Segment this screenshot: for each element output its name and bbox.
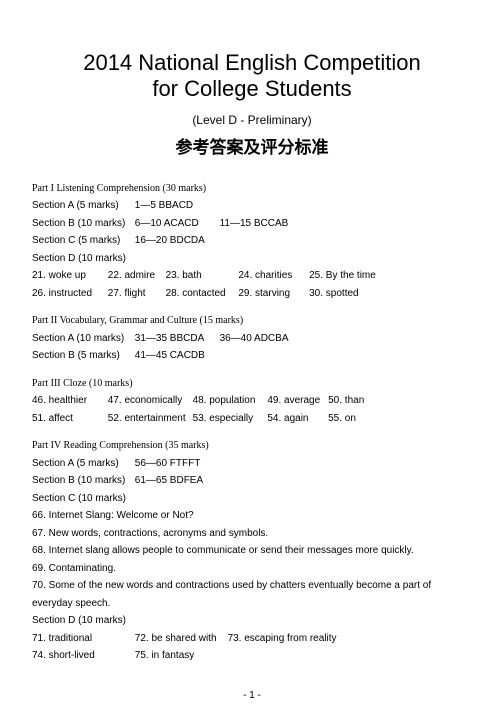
part-1-heading: Part I Listening Comprehension (30 marks… xyxy=(32,180,472,198)
part-2: Part II Vocabulary, Grammar and Culture … xyxy=(32,312,472,365)
part-3-heading: Part III Cloze (10 marks) xyxy=(32,375,472,393)
ans-26: 26. instructed xyxy=(32,285,105,303)
p4-secB-ans: 61—65 BDFEA xyxy=(135,475,203,486)
p2-secA-label: Section A (10 marks) xyxy=(32,330,132,348)
page-number: - 1 - xyxy=(0,690,504,701)
ans-49: 49. average xyxy=(267,392,325,410)
ans-23: 23. bath xyxy=(166,267,236,285)
p4-secD-label: Section D (10 marks) xyxy=(32,612,472,630)
title-line-1: 2014 National English Competition xyxy=(32,50,472,76)
ans-25: 25. By the time xyxy=(309,270,376,281)
ans-70: 70. Some of the new words and contractio… xyxy=(32,577,472,612)
p2-secB-label: Section B (5 marks) xyxy=(32,347,132,365)
p1-secC-label: Section C (5 marks) xyxy=(32,232,132,250)
subtitle-cn: 参考答案及评分标准 xyxy=(32,133,472,158)
page: 2014 National English Competition for Co… xyxy=(0,0,504,713)
ans-52: 52. entertainment xyxy=(108,410,190,428)
ans-24: 24. charities xyxy=(238,267,306,285)
part-2-heading: Part II Vocabulary, Grammar and Culture … xyxy=(32,312,472,330)
p1-secA-label: Section A (5 marks) xyxy=(32,197,132,215)
p4-secA-ans: 56—60 FTFFT xyxy=(135,458,201,469)
ans-55: 55. on xyxy=(328,413,356,424)
ans-72: 72. be shared with xyxy=(135,630,225,648)
ans-69: 69. Contaminating. xyxy=(32,560,472,578)
ans-73: 73. escaping from reality xyxy=(228,633,337,644)
part-4: Part IV Reading Comprehension (35 marks)… xyxy=(32,437,472,665)
ans-30: 30. spotted xyxy=(309,288,358,299)
ans-21: 21. woke up xyxy=(32,267,105,285)
ans-29: 29. starving xyxy=(238,285,306,303)
ans-68: 68. Internet slang allows people to comm… xyxy=(32,542,472,560)
part-3: Part III Cloze (10 marks) 46. healthier … xyxy=(32,375,472,428)
ans-47: 47. economically xyxy=(108,392,190,410)
ans-50: 50. than xyxy=(328,395,364,406)
ans-48: 48. population xyxy=(193,392,265,410)
ans-54: 54. again xyxy=(267,410,325,428)
ans-46: 46. healthier xyxy=(32,392,105,410)
ans-74: 74. short-lived xyxy=(32,647,132,665)
ans-22: 22. admire xyxy=(108,267,163,285)
p2-secA-ans1: 31—35 BBCDA xyxy=(135,330,217,348)
ans-27: 27. flight xyxy=(108,285,163,303)
p1-secA-ans: 1—5 BBACD xyxy=(135,200,193,211)
title-line-2: for College Students xyxy=(32,76,472,102)
subtitle: (Level D - Preliminary) xyxy=(32,113,472,127)
p1-secC-ans: 16—20 BDCDA xyxy=(135,235,205,246)
p1-secB-label: Section B (10 marks) xyxy=(32,215,132,233)
p1-secD-label: Section D (10 marks) xyxy=(32,250,472,268)
ans-28: 28. contacted xyxy=(166,285,236,303)
part-4-heading: Part IV Reading Comprehension (35 marks) xyxy=(32,437,472,455)
p1-secB-ans2: 11—15 BCCAB xyxy=(220,218,289,229)
p2-secB-ans: 41—45 CACDB xyxy=(135,350,205,361)
p4-secA-label: Section A (5 marks) xyxy=(32,455,132,473)
ans-71: 71. traditional xyxy=(32,630,132,648)
ans-53: 53. especially xyxy=(193,410,265,428)
ans-75: 75. in fantasy xyxy=(135,650,194,661)
p4-secC-label: Section C (10 marks) xyxy=(32,490,472,508)
ans-51: 51. affect xyxy=(32,410,105,428)
ans-67: 67. New words, contractions, acronyms an… xyxy=(32,525,472,543)
p1-secB-ans1: 6—10 ACACD xyxy=(135,215,217,233)
p2-secA-ans2: 36—40 ADCBA xyxy=(220,333,289,344)
body: Part I Listening Comprehension (30 marks… xyxy=(32,180,472,665)
p4-secB-label: Section B (10 marks) xyxy=(32,472,132,490)
ans-66: 66. Internet Slang: Welcome or Not? xyxy=(32,507,472,525)
part-1: Part I Listening Comprehension (30 marks… xyxy=(32,180,472,303)
